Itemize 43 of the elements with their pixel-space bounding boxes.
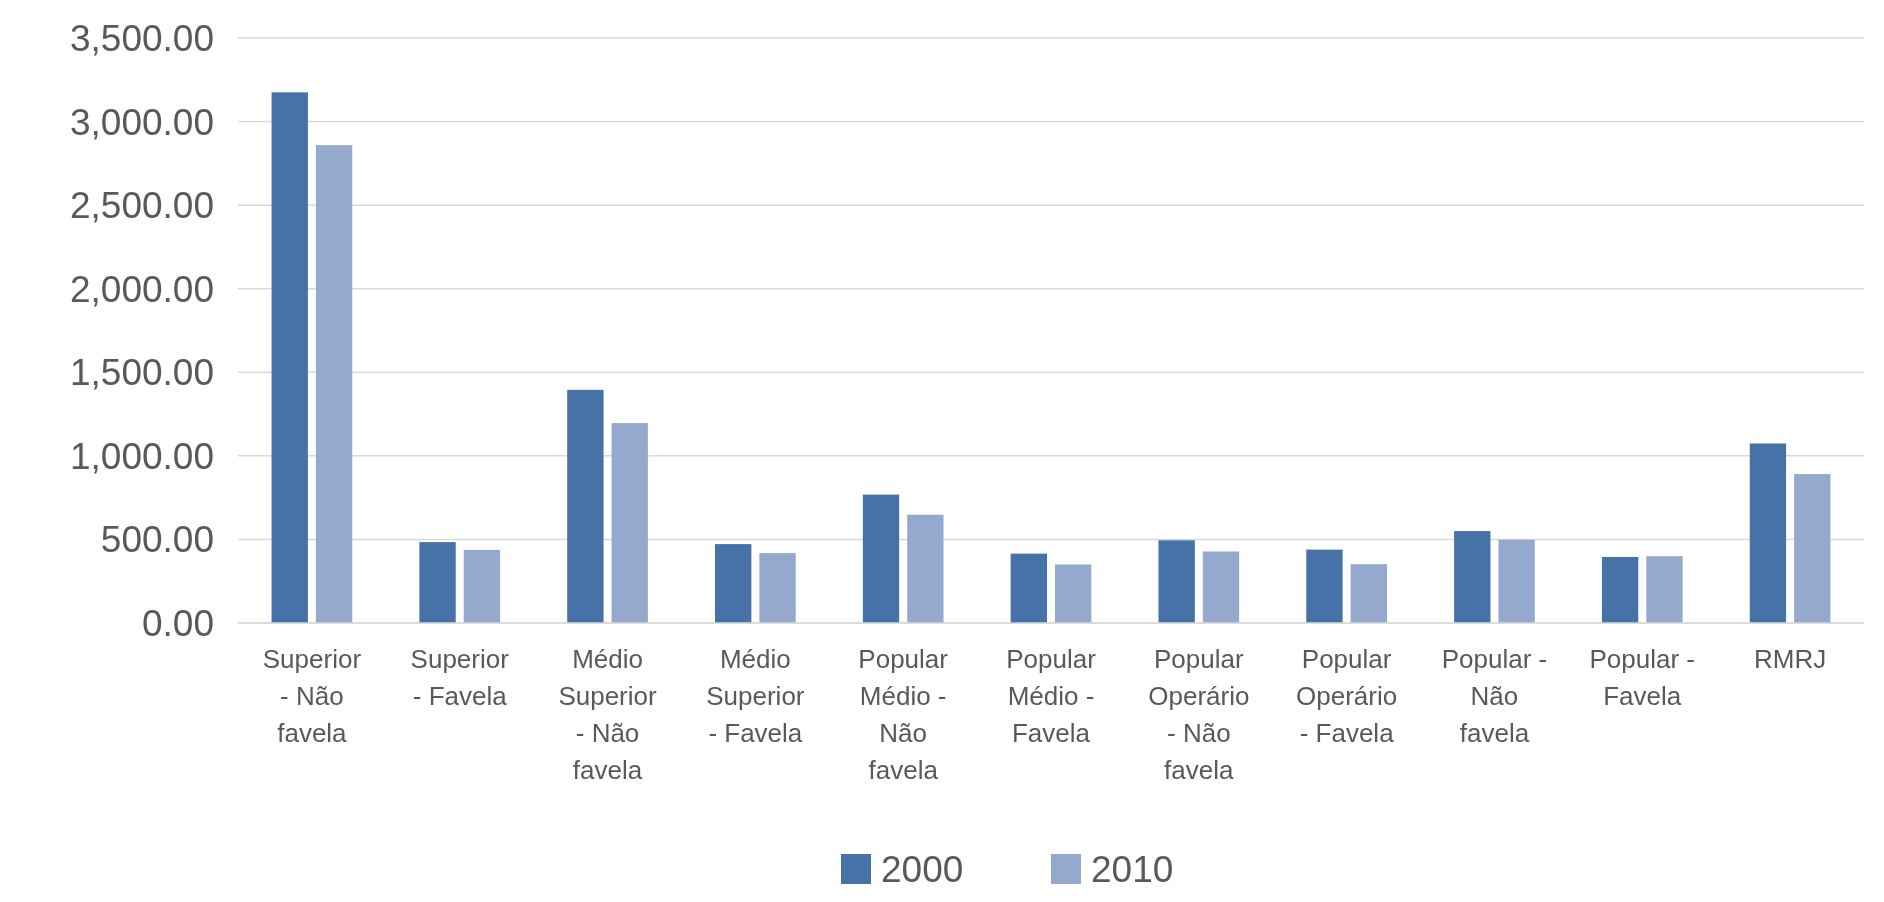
legend-label: 2010 — [1091, 848, 1174, 890]
y-tick-label: 1,000.00 — [69, 435, 214, 477]
bar — [463, 549, 501, 623]
x-tick-label: Popular Operário - Não favela — [1148, 644, 1250, 785]
bar — [1350, 564, 1387, 623]
x-tick-label: Popular - Favela — [1589, 644, 1696, 711]
bar — [1158, 540, 1195, 623]
bar — [759, 553, 796, 623]
y-tick-label: 0.00 — [141, 602, 214, 644]
x-tick-label: Superior - Não favela — [262, 644, 362, 748]
bar — [315, 145, 353, 623]
bar — [907, 514, 944, 623]
bar — [862, 494, 900, 623]
bar — [715, 544, 752, 623]
x-tick-label: RMRJ — [1753, 644, 1827, 674]
bar — [1010, 553, 1047, 623]
x-tick-label: Popular - Não favela — [1441, 644, 1548, 748]
y-tick-label: 3,000.00 — [69, 101, 214, 143]
x-tick-label: Popular Médio - Favela — [1006, 644, 1097, 748]
bar — [1055, 564, 1092, 623]
legend-label: 2000 — [881, 848, 964, 890]
bar — [1646, 556, 1683, 623]
x-tick-label: Popular Operário - Favela — [1296, 644, 1398, 748]
x-tick-label: Superior - Favela — [410, 644, 510, 711]
bar — [567, 389, 604, 623]
bar — [611, 423, 648, 623]
bar — [1202, 551, 1240, 623]
bar — [1498, 539, 1535, 623]
x-tick-label: Popular Médio - Não favela — [858, 644, 949, 785]
x-tick-label: Médio Superior - Não favela — [558, 644, 658, 785]
bar — [1454, 531, 1491, 623]
y-tick-label: 2,500.00 — [69, 185, 214, 227]
bar — [271, 92, 308, 623]
bar — [1749, 443, 1787, 623]
y-tick-label: 3,500.00 — [69, 17, 214, 59]
y-tick-label: 500.00 — [100, 519, 214, 561]
bar — [1794, 474, 1831, 623]
bar — [1601, 556, 1639, 623]
x-tick-label: Médio Superior - Favela — [706, 644, 805, 748]
bar — [419, 542, 456, 623]
bar — [1306, 549, 1343, 623]
y-tick-label: 1,500.00 — [69, 352, 214, 394]
y-tick-label: 2,000.00 — [69, 268, 214, 310]
